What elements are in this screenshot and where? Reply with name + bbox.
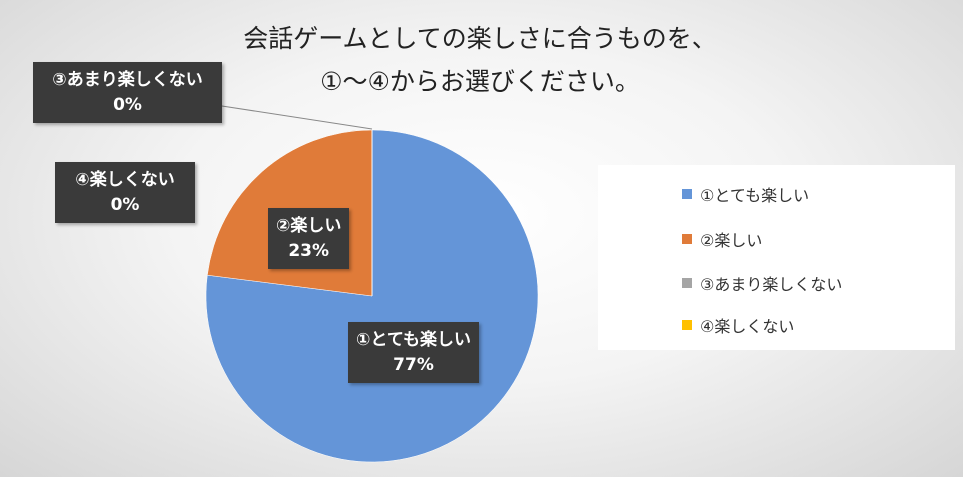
data-label: ②楽しい 23% — [268, 208, 350, 270]
data-label-value: 0% — [113, 94, 142, 115]
data-label-value: 0% — [110, 194, 140, 215]
legend-item: ①とても楽しい — [682, 182, 809, 206]
legend-label: ①とても楽しい — [700, 186, 810, 205]
legend-swatch — [682, 189, 692, 199]
data-label-category: ③あまり楽しくない — [52, 70, 203, 90]
legend-item: ④楽しくない — [682, 313, 794, 337]
legend-item: ③あまり楽しくない — [682, 271, 842, 295]
data-label: ④楽しくない 0% — [55, 162, 195, 224]
data-label-category: ④楽しくない — [75, 170, 175, 190]
leader-line — [221, 105, 373, 130]
legend-swatch — [682, 320, 692, 330]
chart-title: 会話ゲームとしての楽しさに合うものを、 — [243, 24, 717, 53]
legend-item: ②楽しい — [682, 227, 762, 251]
legend-label: ②楽しい — [700, 231, 763, 250]
legend-label: ④楽しくない — [700, 317, 795, 336]
data-label-category: ①とても楽しい — [356, 330, 472, 350]
legend: ①とても楽しい ②楽しい ③あまり楽しくない ④楽しくない — [598, 165, 955, 350]
data-label-category: ②楽しい — [276, 216, 342, 236]
legend-swatch — [682, 234, 692, 244]
data-label-value: 77% — [393, 354, 434, 375]
data-label: ③あまり楽しくない 0% — [33, 62, 222, 124]
legend-label: ③あまり楽しくない — [700, 275, 843, 294]
chart-title: ①～④からお選びください。 — [320, 67, 640, 96]
legend-swatch — [682, 278, 692, 288]
data-label-value: 23% — [288, 240, 330, 261]
data-label: ①とても楽しい 77% — [348, 322, 480, 384]
